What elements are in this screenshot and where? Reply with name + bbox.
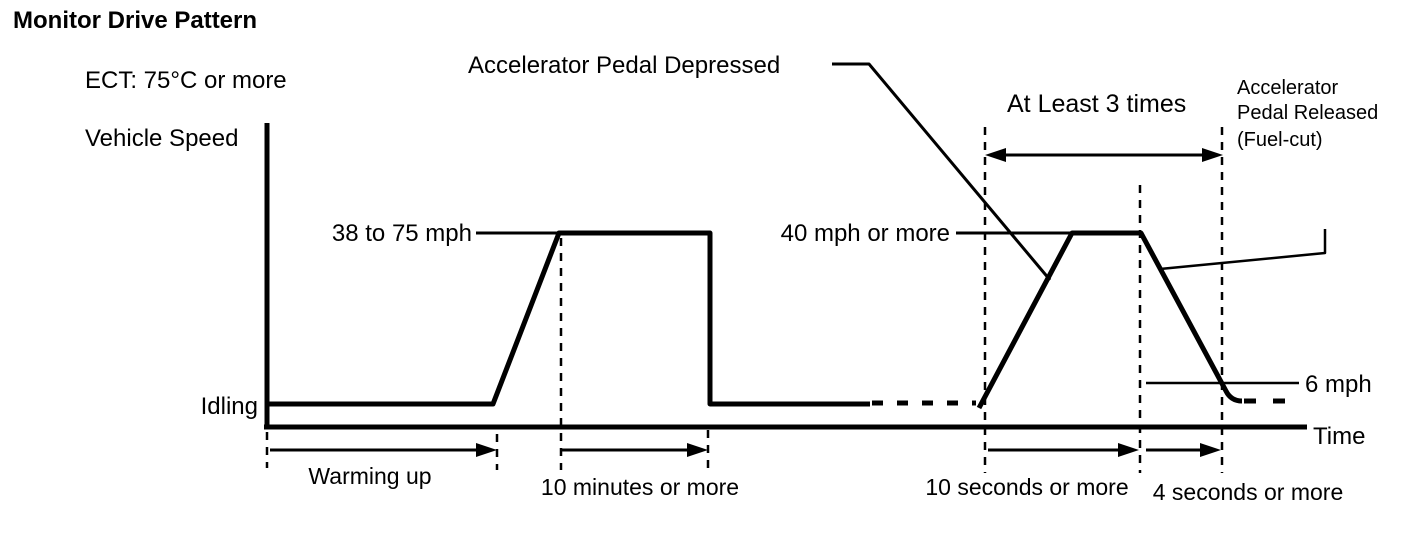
idling-label: Idling — [201, 393, 258, 420]
cruise-speed-label: 38 to 75 mph — [332, 220, 472, 247]
accel-depressed-label: Accelerator Pedal Depressed — [468, 52, 780, 79]
page-title: Monitor Drive Pattern — [13, 7, 257, 34]
at-least-3-times-label: At Least 3 times — [1007, 90, 1186, 118]
accel-released-label-line1: Accelerator — [1237, 77, 1338, 99]
ten-minutes-arrowhead-icon — [687, 443, 708, 457]
second-cycle-speed-trace — [976, 230, 1243, 410]
accel-released-callout-line — [1159, 229, 1327, 271]
min-speed-label: 40 mph or more — [781, 220, 950, 247]
ten-minutes-label: 10 minutes or more — [541, 474, 739, 500]
y-axis-label: Vehicle Speed — [85, 125, 238, 152]
x-axis-label: Time — [1313, 423, 1365, 450]
ten-seconds-label: 10 seconds or more — [925, 474, 1128, 500]
ect-condition-label: ECT: 75°C or more — [85, 67, 287, 94]
accel-depressed-callout-line — [832, 62, 1052, 281]
four-seconds-label: 4 seconds or more — [1153, 479, 1343, 505]
accel-released-label-line2: Pedal Released — [1237, 102, 1378, 124]
warming-up-label: Warming up — [308, 463, 431, 489]
warming-up-arrowhead-icon — [476, 443, 497, 457]
first-cycle-speed-trace — [267, 230, 870, 407]
six-mph-label: 6 mph — [1305, 371, 1372, 398]
at-least-arrowhead-right-icon — [1202, 148, 1223, 162]
at-least-arrowhead-left-icon — [985, 148, 1006, 162]
four-seconds-arrowhead-icon — [1200, 443, 1221, 457]
accel-released-label-line3: (Fuel-cut) — [1237, 129, 1323, 151]
ten-seconds-arrowhead-icon — [1118, 443, 1139, 457]
